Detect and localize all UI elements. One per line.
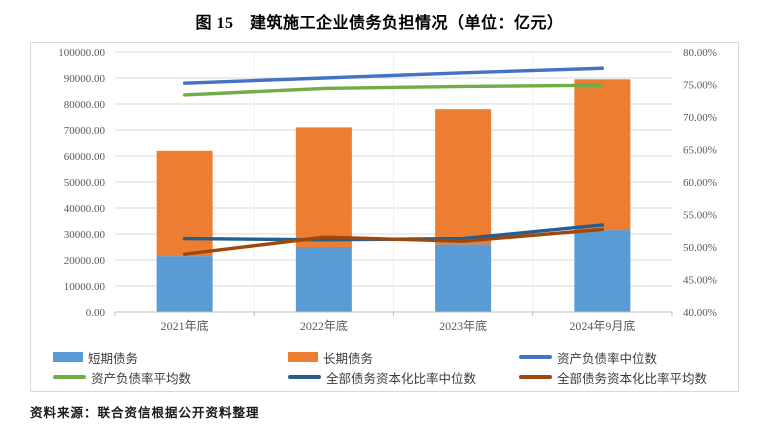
y-left-tick-label: 40000.00	[64, 203, 106, 215]
y-right-tick-label: 45.00%	[683, 275, 717, 287]
legend-label-capitalization-ratio-median: 全部债务资本化比率中位数	[326, 371, 477, 386]
bar-segment	[435, 244, 492, 312]
legend-label-short-term-debt: 短期债务	[88, 351, 139, 366]
legend-swatch-asset-liability-ratio-median	[519, 355, 552, 359]
y-right-tick-label: 80.00%	[683, 47, 717, 59]
bar-segment	[435, 109, 492, 245]
bar-segment	[574, 79, 631, 231]
line-series	[182, 227, 605, 256]
legend-swatch-short-term-debt	[53, 352, 83, 362]
y-right-tick-label: 70.00%	[683, 112, 717, 124]
chart-title: 图 15 建筑施工企业债务负担情况（单位：亿元）	[195, 15, 564, 32]
y-right-tick-label: 75.00%	[683, 80, 717, 92]
bar-segment	[295, 127, 352, 247]
legend-label-capitalization-ratio-mean: 全部债务资本化比率平均数	[557, 371, 708, 386]
legend-swatch-long-term-debt	[288, 352, 318, 362]
x-axis-label: 2024年9月底	[569, 318, 635, 333]
y-right-tick-label: 50.00%	[683, 242, 717, 254]
y-right-tick-label: 55.00%	[683, 210, 717, 222]
legend-item-long-term-debt: 长期债务	[288, 349, 374, 366]
chart-svg: 0.00 10000.00 20000.00 30000.00 40000.00 5000…	[58, 47, 717, 333]
y-left-tick-label: 30000.00	[64, 229, 106, 241]
bar-segment	[295, 247, 352, 312]
legend-swatch-capitalization-ratio-median	[288, 375, 321, 379]
legend-swatch-capitalization-ratio-mean	[519, 375, 552, 379]
legend-item-short-term-debt: 短期债务	[53, 349, 139, 366]
legend-item-asset-liability-ratio-median: 资产负债率中位数	[519, 349, 658, 366]
chart-container: 0.00 10000.00 20000.00 30000.00 40000.00 5000…	[30, 42, 739, 392]
y-left-tick-label: 10000.00	[64, 281, 106, 293]
y-left-tick-label: 20000.00	[64, 255, 106, 267]
legend-swatch-asset-liability-ratio-mean	[53, 375, 86, 379]
y-left-tick-label: 100000.00	[58, 47, 105, 59]
line-series	[182, 83, 605, 97]
y-right-tick-label: 40.00%	[683, 307, 717, 319]
y-left-tick-label: 60000.00	[64, 151, 106, 163]
legend-label-long-term-debt: 长期债务	[323, 351, 374, 366]
legend-label-asset-liability-ratio-median: 资产负债率中位数	[557, 351, 658, 366]
x-axis-label: 2021年底	[161, 318, 209, 333]
x-axis-label: 2022年底	[300, 318, 348, 333]
y-right-tick-label: 65.00%	[683, 145, 717, 157]
bar-segment	[156, 256, 213, 312]
x-axis-label: 2023年底	[439, 318, 487, 333]
legend-item-asset-liability-ratio-mean: 资产负债率平均数	[53, 369, 192, 386]
legend-item-capitalization-ratio-median: 全部债务资本化比率中位数	[288, 369, 477, 386]
y-left-tick-label: 90000.00	[64, 73, 106, 85]
legend-item-capitalization-ratio-mean: 全部债务资本化比率平均数	[519, 369, 708, 386]
y-left-tick-label: 0.00	[86, 307, 106, 319]
y-left-tick-label: 80000.00	[64, 99, 106, 111]
line-series	[182, 66, 605, 85]
legend-label-asset-liability-ratio-mean: 资产负债率平均数	[91, 371, 192, 386]
source-note: 资料来源：联合资信根据公开资料整理	[30, 406, 260, 420]
y-right-tick-label: 60.00%	[683, 177, 717, 189]
bar-segment	[574, 230, 631, 312]
y-left-tick-label: 70000.00	[64, 125, 106, 137]
y-left-tick-label: 50000.00	[64, 177, 106, 189]
